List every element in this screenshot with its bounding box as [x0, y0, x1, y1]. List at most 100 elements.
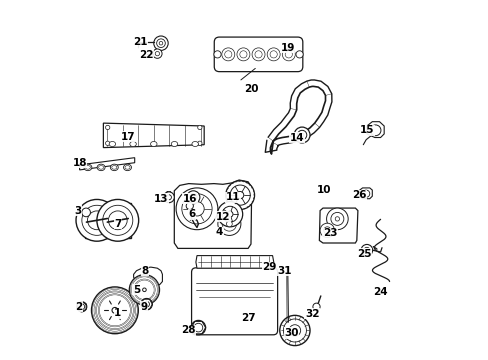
Circle shape: [159, 41, 163, 45]
Text: 24: 24: [372, 287, 387, 297]
Text: 5: 5: [133, 285, 140, 295]
Ellipse shape: [110, 164, 118, 171]
Circle shape: [197, 141, 202, 145]
Circle shape: [236, 192, 244, 199]
Ellipse shape: [97, 164, 105, 171]
Circle shape: [269, 51, 277, 58]
Circle shape: [225, 181, 254, 210]
Circle shape: [98, 293, 132, 328]
Text: 28: 28: [181, 325, 196, 336]
Circle shape: [335, 217, 339, 221]
Text: 9: 9: [140, 302, 147, 312]
Ellipse shape: [150, 141, 157, 147]
Polygon shape: [366, 122, 384, 138]
Circle shape: [107, 303, 122, 318]
Circle shape: [97, 199, 139, 241]
Polygon shape: [359, 188, 371, 199]
Circle shape: [95, 291, 134, 330]
Circle shape: [182, 194, 212, 224]
Circle shape: [197, 125, 202, 130]
Circle shape: [237, 48, 249, 61]
Circle shape: [131, 277, 157, 303]
Circle shape: [227, 211, 232, 217]
Circle shape: [92, 288, 137, 333]
Ellipse shape: [192, 141, 198, 147]
Ellipse shape: [130, 141, 136, 147]
Text: 25: 25: [356, 249, 370, 259]
Circle shape: [239, 51, 246, 58]
Circle shape: [189, 194, 197, 201]
Circle shape: [224, 51, 231, 58]
Circle shape: [143, 301, 149, 307]
Ellipse shape: [123, 164, 131, 171]
Circle shape: [222, 206, 238, 222]
Circle shape: [288, 325, 300, 336]
Text: 17: 17: [121, 132, 136, 142]
Text: 8: 8: [141, 266, 148, 276]
Circle shape: [323, 227, 330, 234]
Circle shape: [362, 190, 369, 197]
Circle shape: [279, 315, 309, 346]
Circle shape: [213, 51, 221, 58]
Circle shape: [282, 48, 295, 61]
Circle shape: [294, 127, 309, 143]
Ellipse shape: [171, 141, 177, 147]
Circle shape: [222, 48, 234, 61]
Text: 20: 20: [243, 84, 258, 94]
Text: 19: 19: [280, 42, 294, 53]
Circle shape: [163, 192, 174, 203]
Polygon shape: [196, 256, 273, 268]
Circle shape: [108, 211, 127, 230]
Circle shape: [140, 285, 148, 294]
Circle shape: [361, 244, 372, 256]
Circle shape: [189, 202, 204, 216]
Circle shape: [81, 208, 90, 217]
Circle shape: [141, 298, 152, 310]
Circle shape: [283, 319, 306, 342]
Text: 30: 30: [284, 328, 298, 338]
Circle shape: [292, 328, 296, 333]
Circle shape: [230, 185, 250, 205]
Circle shape: [194, 323, 203, 332]
Circle shape: [76, 199, 118, 241]
FancyBboxPatch shape: [214, 37, 302, 72]
Circle shape: [130, 276, 158, 304]
Text: 4: 4: [215, 227, 223, 237]
Circle shape: [142, 288, 146, 292]
Circle shape: [105, 125, 110, 130]
Circle shape: [285, 51, 292, 58]
Text: 29: 29: [262, 262, 276, 272]
Text: 32: 32: [305, 309, 319, 319]
Polygon shape: [80, 158, 134, 170]
Circle shape: [79, 304, 84, 310]
Ellipse shape: [85, 166, 90, 169]
Circle shape: [91, 287, 138, 334]
Text: 21: 21: [133, 37, 147, 48]
Polygon shape: [319, 208, 357, 243]
Circle shape: [155, 51, 159, 56]
Circle shape: [77, 302, 87, 312]
Ellipse shape: [112, 166, 117, 169]
Ellipse shape: [84, 164, 92, 171]
Text: 16: 16: [182, 194, 197, 204]
Polygon shape: [103, 123, 204, 148]
Text: 10: 10: [316, 185, 330, 195]
Text: 6: 6: [188, 209, 196, 219]
Text: 7: 7: [114, 219, 121, 229]
Circle shape: [312, 303, 320, 310]
Circle shape: [133, 279, 155, 301]
Circle shape: [156, 39, 165, 48]
Bar: [85, 203, 131, 238]
Circle shape: [254, 51, 262, 58]
Circle shape: [153, 36, 168, 50]
Circle shape: [186, 202, 193, 210]
FancyBboxPatch shape: [191, 268, 277, 335]
Circle shape: [176, 188, 218, 230]
Text: 12: 12: [215, 212, 230, 222]
Text: 14: 14: [289, 132, 304, 143]
Circle shape: [295, 51, 303, 58]
Circle shape: [266, 48, 280, 61]
Circle shape: [87, 211, 106, 230]
Circle shape: [218, 212, 241, 235]
Text: 18: 18: [72, 158, 87, 168]
